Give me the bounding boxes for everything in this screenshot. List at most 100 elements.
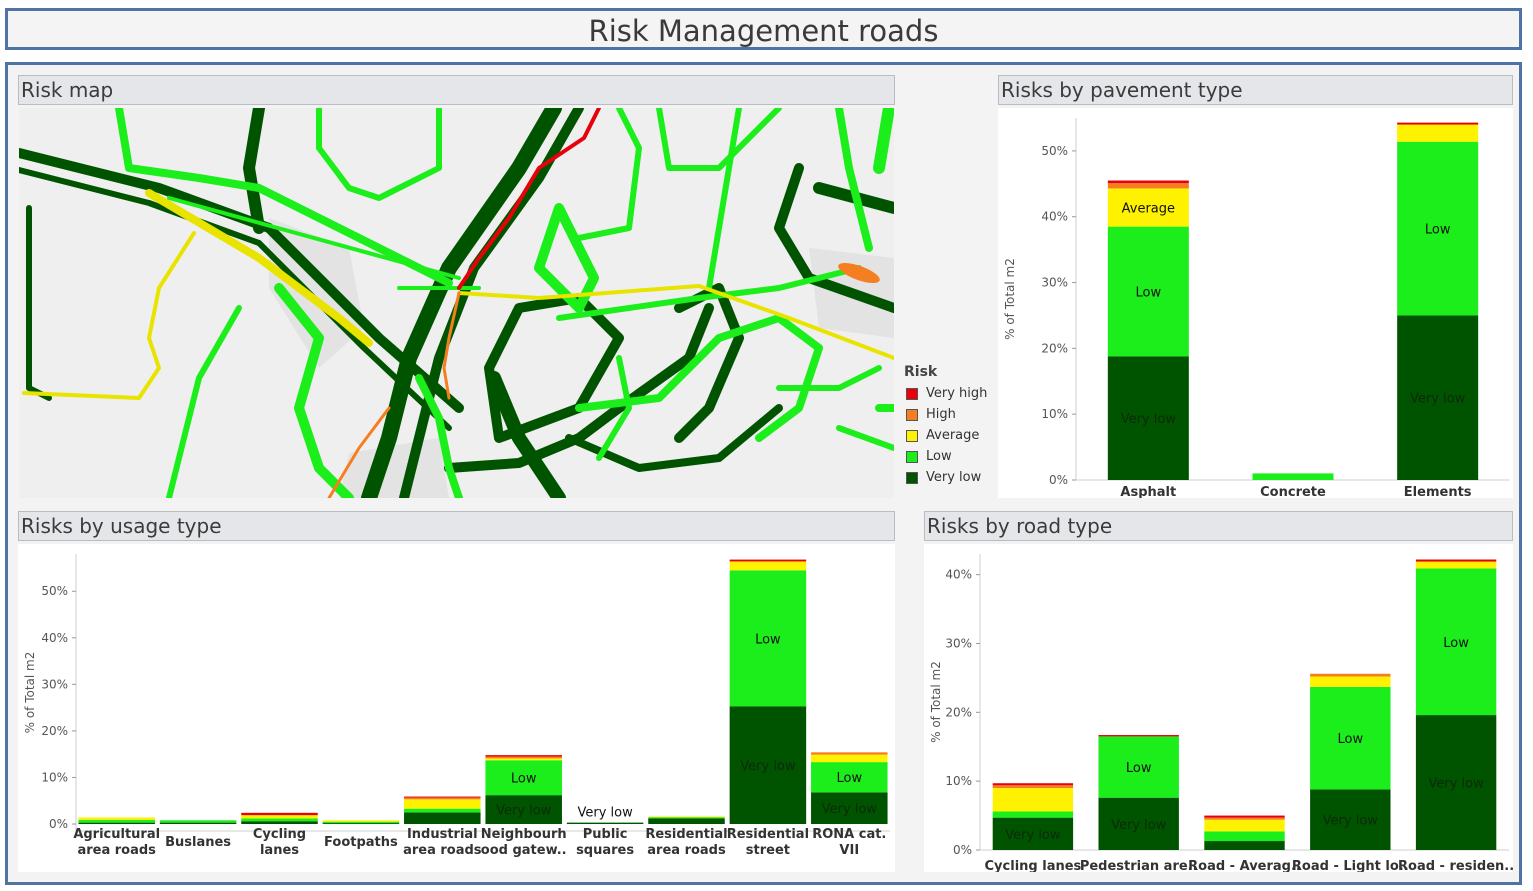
usage-category-label: lanes <box>260 843 299 858</box>
road-category-label: Cycling lanes <box>985 859 1082 872</box>
road-bar-low <box>1098 736 1179 798</box>
road-bar-high <box>1310 673 1391 677</box>
legend-label-very-high: Very high <box>926 386 988 401</box>
risk-legend: Risk Very high High Average Low Very low <box>904 364 1004 488</box>
road-bar-low <box>1204 831 1285 842</box>
road-bar-average <box>1415 561 1497 569</box>
road-bar-high <box>992 785 1074 789</box>
usage-category-label: Residential <box>645 827 727 842</box>
usage-ytick-label: 10% <box>41 770 68 784</box>
usage-ylabel: % of Total m2 <box>23 652 37 734</box>
road-segment-label: Very low <box>1323 814 1379 829</box>
pavement-bar-low <box>1107 226 1189 357</box>
pavement-chart-box: 0% 10% 20% 30% 40% 50% % of Total m2 Asphalt Con… <box>998 108 1513 500</box>
usage-segment-label: Low <box>755 632 781 647</box>
usage-ytick-label: 50% <box>41 584 68 598</box>
road-segment-label: Very low <box>1005 828 1061 843</box>
usage-category-label: VII <box>839 843 859 858</box>
usage-bar-high <box>811 752 888 755</box>
road-title: Risks by road type <box>927 514 1113 538</box>
legend-label-low: Low <box>926 449 952 464</box>
road-bar-average <box>1204 819 1285 832</box>
usage-bar-average <box>729 561 807 571</box>
usage-segment-label: Low <box>836 771 862 786</box>
road-segment-label: Very low <box>1428 777 1484 792</box>
legend-label-average: Average <box>926 428 980 443</box>
pavement-bar-high <box>1107 183 1189 189</box>
road-chart: 0% 10% 20% 30% 40% % of Total m2 Cycling lanes… <box>929 554 1514 874</box>
usage-segment-label: Very low <box>577 806 633 821</box>
road-category-label: Road - Light lo.. <box>1292 859 1409 872</box>
usage-bar-very-high <box>404 796 481 798</box>
usage-category-label: Neighbourh <box>481 827 567 842</box>
legend-swatch-average <box>906 429 918 442</box>
pavement-title: Risks by pavement type <box>1001 78 1243 102</box>
usage-bar-very-low <box>485 795 562 825</box>
pavement-ytick-label: 10% <box>1041 407 1068 421</box>
pavement-segment-label: Very low <box>1121 412 1177 427</box>
legend-label-very-low: Very low <box>926 470 982 485</box>
road-category-label: Pedestrian are.. <box>1080 859 1198 872</box>
usage-bar-average <box>322 820 400 822</box>
usage-segment-label: Low <box>511 772 537 787</box>
pavement-bar-very-low <box>1107 356 1189 480</box>
pavement-segment-label: Very low <box>1410 392 1466 407</box>
usage-bar-very-low <box>729 706 807 825</box>
risk-map[interactable] <box>19 108 894 498</box>
usage-bar-very-high <box>241 812 318 816</box>
road-bar-high <box>1204 817 1285 820</box>
usage-category-label: squares <box>576 843 634 858</box>
road-ytick-label: 10% <box>945 774 972 788</box>
legend-item-very-low[interactable]: Very low <box>904 467 1004 488</box>
usage-ytick-label: 0% <box>49 817 68 831</box>
usage-ytick-label: 30% <box>41 677 68 691</box>
legend-item-high[interactable]: High <box>904 404 1004 425</box>
road-ylabel: % of Total m2 <box>929 661 943 743</box>
pavement-category-label: Concrete <box>1260 485 1326 498</box>
usage-bar-very-low <box>322 823 400 825</box>
usage-bar-low <box>485 760 562 796</box>
pavement-segment-label: Low <box>1425 223 1451 238</box>
usage-ytick-label: 20% <box>41 724 68 738</box>
usage-title: Risks by usage type <box>21 514 222 538</box>
usage-category-label: Buslanes <box>165 835 231 850</box>
usage-bar-low <box>78 819 155 823</box>
pavement-bar-average <box>1107 188 1189 227</box>
usage-segment-label: Very low <box>496 804 552 819</box>
usage-category-label: area roads <box>647 843 726 858</box>
road-category-label: Road - residen.. <box>1398 859 1513 872</box>
road-bar-very-low <box>1098 797 1179 850</box>
legend-item-low[interactable]: Low <box>904 446 1004 467</box>
usage-bar-high <box>404 797 481 800</box>
usage-category-label: street <box>746 843 790 858</box>
dashboard-title: Risk Management roads <box>588 14 939 48</box>
risk-map-header: Risk map <box>18 75 895 105</box>
road-bar-very-low <box>1415 715 1497 850</box>
usage-bar-low <box>159 820 237 823</box>
usage-bar-high <box>485 756 562 759</box>
legend-item-very-high[interactable]: Very high <box>904 383 1004 404</box>
pavement-category-label: Asphalt <box>1120 485 1176 498</box>
usage-bar-average <box>404 799 481 809</box>
usage-category-label: area roads <box>403 843 482 858</box>
pavement-bar-low <box>1397 141 1479 316</box>
road-segment-label: Low <box>1126 761 1152 776</box>
usage-bar-very-low <box>404 812 481 825</box>
usage-bar-very-low <box>648 818 725 825</box>
usage-category-label: Cycling <box>253 827 306 842</box>
legend-item-average[interactable]: Average <box>904 425 1004 446</box>
road-bar-average <box>992 788 1074 812</box>
pavement-ytick-label: 0% <box>1049 473 1068 487</box>
usage-category-label: ood gatew.. <box>481 843 567 858</box>
pavement-ylabel: % of Total m2 <box>1003 258 1017 340</box>
usage-bar-very-low <box>241 821 318 825</box>
usage-bar-low <box>322 821 400 824</box>
pavement-ytick-label: 50% <box>1041 144 1068 158</box>
usage-bar-low <box>729 570 807 707</box>
road-category-label: Road - Averag.. <box>1188 859 1301 872</box>
road-ytick-label: 40% <box>945 568 972 582</box>
usage-bar-very-low <box>566 822 644 825</box>
road-bar-low <box>992 811 1074 818</box>
usage-bar-average <box>78 817 155 820</box>
usage-bar-average <box>648 816 725 818</box>
